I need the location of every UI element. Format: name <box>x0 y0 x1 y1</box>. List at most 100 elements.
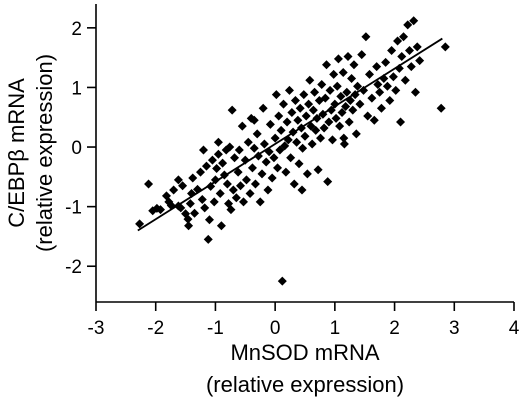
data-point <box>197 194 207 204</box>
data-point <box>388 72 398 82</box>
data-point <box>400 75 410 85</box>
data-point <box>271 90 281 100</box>
data-point <box>376 103 386 113</box>
data-point <box>295 103 305 113</box>
axes <box>95 4 514 303</box>
data-point <box>361 32 371 42</box>
data-point <box>241 175 251 185</box>
data-point <box>273 163 283 173</box>
data-point <box>297 185 307 195</box>
data-point <box>367 93 377 103</box>
data-point <box>406 62 416 72</box>
data-point <box>333 54 343 64</box>
x-tick-label: 0 <box>270 318 281 339</box>
y-tick-label: -1 <box>65 198 82 219</box>
x-tick-label: 3 <box>449 318 460 339</box>
data-point <box>440 42 450 52</box>
data-point <box>329 69 339 79</box>
data-point <box>348 105 358 115</box>
data-point <box>339 133 349 143</box>
data-point <box>252 129 262 139</box>
data-point <box>284 85 294 95</box>
data-point <box>249 143 259 153</box>
data-point <box>269 153 279 163</box>
data-point <box>327 135 337 145</box>
data-point <box>204 215 214 225</box>
data-point <box>316 133 326 143</box>
x-ticks: -3 -2 -1 0 1 2 3 4 <box>88 302 520 339</box>
x-axis-title-line1: MnSOD mRNA <box>230 340 379 365</box>
data-point <box>218 158 228 168</box>
data-point <box>207 155 217 165</box>
data-point <box>338 68 348 78</box>
data-point <box>263 185 273 195</box>
data-point <box>233 167 243 177</box>
data-point <box>382 81 392 91</box>
data-point <box>396 117 406 127</box>
data-point <box>292 137 302 147</box>
data-point <box>280 141 290 151</box>
data-point <box>231 193 241 203</box>
data-point <box>337 107 347 117</box>
data-point <box>228 185 238 195</box>
data-point <box>301 111 311 121</box>
data-point <box>290 96 300 106</box>
data-point <box>227 105 237 115</box>
data-point <box>341 102 351 112</box>
data-point <box>250 179 260 189</box>
data-point <box>258 103 268 113</box>
data-point <box>215 189 225 199</box>
data-point <box>247 163 257 173</box>
x-tick-label: -1 <box>207 318 224 339</box>
data-point <box>412 42 422 52</box>
data-point <box>332 81 342 91</box>
data-point <box>293 115 303 125</box>
data-point <box>394 63 404 73</box>
data-point <box>265 119 275 129</box>
data-point <box>325 85 335 95</box>
data-point <box>387 45 397 55</box>
data-point <box>302 169 312 179</box>
data-points <box>135 16 450 286</box>
data-point <box>300 131 310 141</box>
data-point <box>198 145 208 155</box>
y-axis-title-line2: (relative expression) <box>32 54 57 252</box>
data-point <box>282 117 292 127</box>
data-point <box>240 155 250 165</box>
data-point <box>294 159 304 169</box>
data-point <box>311 125 321 135</box>
data-point <box>188 173 198 183</box>
data-point <box>209 197 219 207</box>
data-point <box>336 91 346 101</box>
data-point <box>305 75 315 85</box>
data-point <box>339 139 349 149</box>
data-point <box>183 214 193 224</box>
data-point <box>196 167 205 177</box>
y-axis-title-line1: C/EBPβ mRNA <box>4 78 29 228</box>
data-point <box>225 142 235 152</box>
data-point <box>369 115 379 125</box>
data-point <box>276 125 286 135</box>
data-point <box>135 219 145 229</box>
data-point <box>169 185 179 195</box>
data-point <box>222 179 232 189</box>
data-point <box>343 51 353 61</box>
data-point <box>409 16 419 26</box>
data-point <box>213 149 223 159</box>
data-point <box>274 111 284 121</box>
data-point <box>203 234 213 244</box>
data-point <box>238 197 248 207</box>
data-point <box>385 96 395 106</box>
data-point <box>351 129 361 139</box>
data-point <box>344 117 354 127</box>
data-point <box>319 123 329 133</box>
data-point <box>281 167 291 177</box>
data-point <box>397 51 407 61</box>
data-point <box>298 143 308 153</box>
data-point <box>277 276 287 286</box>
data-point <box>243 137 253 147</box>
data-point <box>403 20 413 30</box>
data-point <box>308 105 318 115</box>
data-point <box>287 107 297 117</box>
